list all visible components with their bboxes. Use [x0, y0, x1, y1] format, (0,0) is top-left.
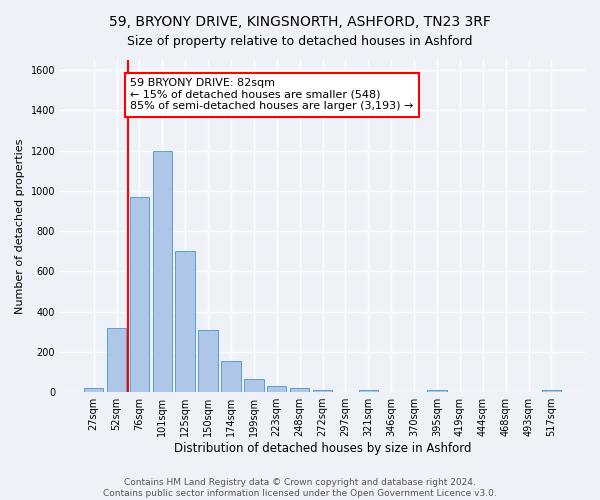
- Bar: [313, 390, 332, 392]
- Bar: [267, 386, 286, 392]
- Bar: [290, 388, 310, 392]
- Bar: [130, 197, 149, 392]
- Bar: [244, 379, 263, 392]
- Bar: [84, 388, 103, 392]
- Text: Size of property relative to detached houses in Ashford: Size of property relative to detached ho…: [127, 35, 473, 48]
- X-axis label: Distribution of detached houses by size in Ashford: Distribution of detached houses by size …: [174, 442, 471, 455]
- Text: Contains HM Land Registry data © Crown copyright and database right 2024.
Contai: Contains HM Land Registry data © Crown c…: [103, 478, 497, 498]
- Bar: [221, 361, 241, 392]
- Y-axis label: Number of detached properties: Number of detached properties: [15, 138, 25, 314]
- Bar: [199, 330, 218, 392]
- Bar: [107, 328, 126, 392]
- Bar: [152, 150, 172, 392]
- Text: 59, BRYONY DRIVE, KINGSNORTH, ASHFORD, TN23 3RF: 59, BRYONY DRIVE, KINGSNORTH, ASHFORD, T…: [109, 15, 491, 29]
- Text: 59 BRYONY DRIVE: 82sqm
← 15% of detached houses are smaller (548)
85% of semi-de: 59 BRYONY DRIVE: 82sqm ← 15% of detached…: [130, 78, 413, 112]
- Bar: [542, 390, 561, 392]
- Bar: [427, 390, 446, 392]
- Bar: [175, 251, 195, 392]
- Bar: [359, 390, 378, 392]
